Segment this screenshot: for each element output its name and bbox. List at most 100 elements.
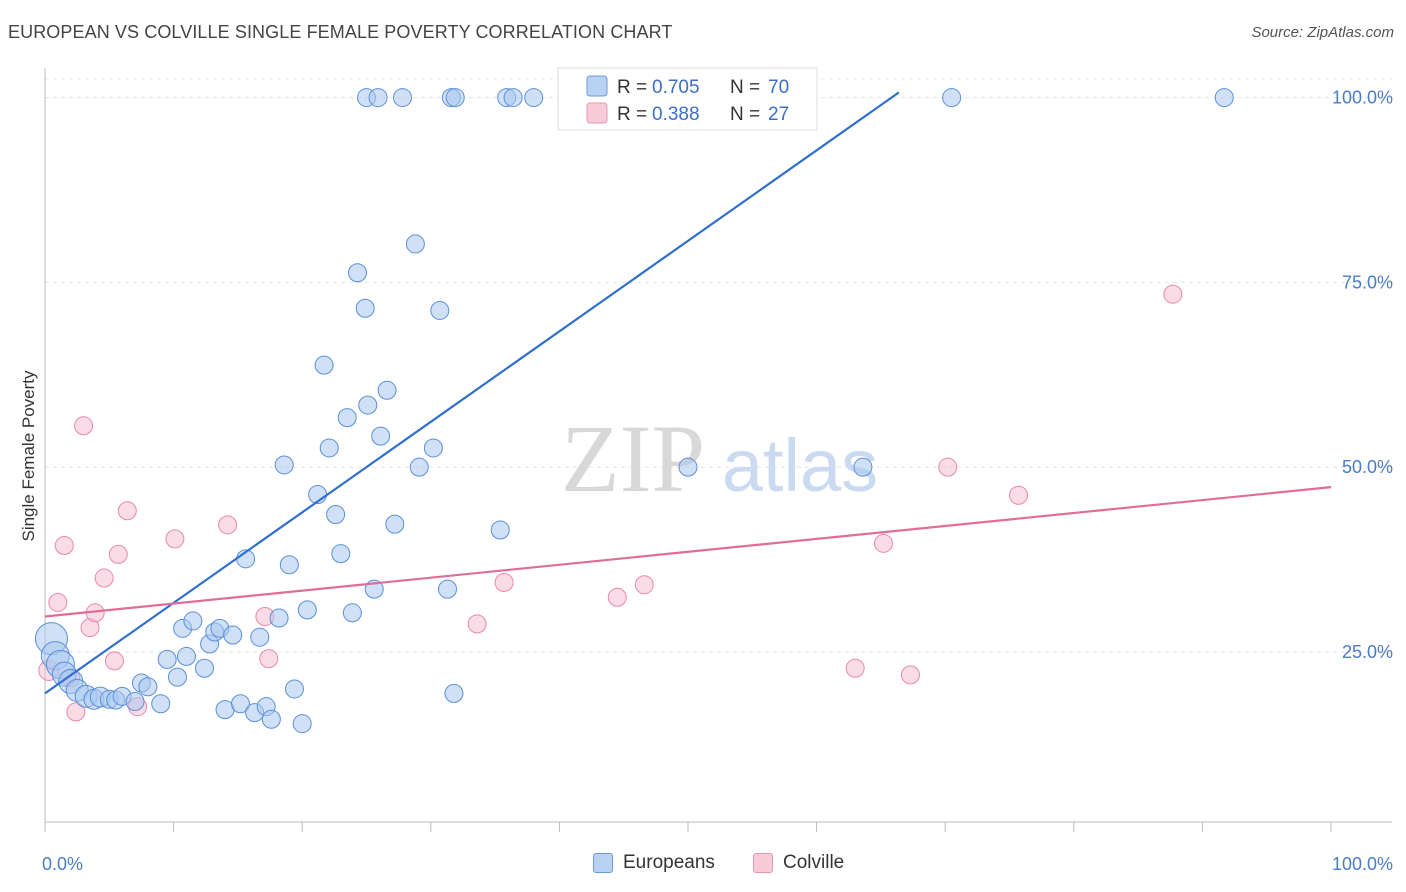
colville-point-10 — [108, 544, 128, 564]
legend-r-value-europeans: 0.705 — [652, 77, 700, 98]
colville-swatch — [753, 853, 773, 873]
europeans-point-44 — [337, 408, 357, 428]
europeans-point-21 — [194, 658, 214, 678]
europeans-point-41 — [319, 438, 339, 458]
europeans-point-35 — [279, 555, 299, 575]
colville-point-24 — [938, 457, 958, 477]
europeans-point-33 — [269, 608, 289, 628]
europeans-point-54 — [385, 514, 405, 534]
colville-point-17 — [467, 614, 487, 634]
europeans-point-67 — [524, 88, 544, 108]
europeans-point-59 — [430, 300, 450, 320]
y-axis-title: Single Female Poverty — [19, 370, 38, 542]
legend-item-colville: Colville — [753, 852, 844, 874]
europeans-point-48 — [358, 395, 378, 415]
europeans-point-17 — [167, 667, 187, 687]
colville-point-25 — [1009, 485, 1029, 505]
watermark: ZIP atlas — [561, 405, 878, 512]
source-credit: Source: ZipAtlas.com — [1251, 24, 1394, 41]
colville-point-9 — [104, 651, 124, 671]
colville-point-4 — [66, 702, 86, 722]
europeans-point-26 — [223, 625, 243, 645]
chart-title: EUROPEAN VS COLVILLE SINGLE FEMALE POVER… — [8, 22, 673, 42]
europeans-swatch — [593, 853, 613, 873]
europeans-point-20 — [183, 611, 203, 631]
stats-legend: R = 0.705 N = 70 R = 0.388 N = 27 — [557, 67, 818, 131]
legend-swatch-colville — [586, 102, 608, 124]
europeans-point-58 — [423, 438, 443, 458]
europeans-points — [34, 88, 1234, 734]
europeans-point-60 — [438, 579, 458, 599]
y-tick-label-0: 25.0% — [1342, 642, 1393, 662]
colville-point-2 — [54, 536, 74, 556]
europeans-point-46 — [347, 263, 367, 283]
europeans-point-16 — [157, 649, 177, 669]
colville-point-18 — [494, 572, 514, 592]
colville-point-19 — [607, 587, 627, 607]
europeans-point-55 — [393, 88, 413, 108]
colville-point-1 — [48, 592, 68, 612]
x-tick-label-max: 100.0% — [1332, 854, 1393, 874]
europeans-point-19 — [176, 646, 196, 666]
colville-legend-label: Colville — [783, 852, 845, 873]
europeans-point-37 — [292, 714, 312, 734]
colville-point-16 — [259, 649, 279, 669]
colville-point-5 — [74, 416, 94, 436]
colville-point-20 — [634, 575, 654, 595]
legend-n-label-europeans: N = — [730, 77, 760, 98]
europeans-point-45 — [342, 603, 362, 623]
colville-point-21 — [845, 658, 865, 678]
series-legend: Europeans Colville — [0, 852, 1406, 878]
europeans-point-57 — [409, 457, 429, 477]
europeans-legend-label: Europeans — [623, 852, 715, 873]
colville-point-8 — [94, 568, 114, 588]
colville-point-13 — [165, 529, 185, 549]
europeans-point-62 — [445, 88, 465, 108]
colville-point-26 — [1163, 284, 1183, 304]
legend-n-label-colville: N = — [730, 104, 760, 125]
europeans-point-14 — [138, 677, 158, 697]
europeans-point-71 — [1214, 88, 1234, 108]
europeans-trend-line — [44, 91, 900, 695]
europeans-point-70 — [942, 88, 962, 108]
tick-labels: 25.0% 50.0% 75.0% 100.0% 0.0% 100.0% — [42, 88, 1393, 874]
europeans-point-30 — [250, 627, 270, 647]
legend-r-label-colville: R = — [617, 104, 647, 125]
colville-trend-line — [44, 486, 1332, 618]
europeans-point-15 — [151, 694, 171, 714]
watermark-zip: ZIP — [561, 405, 705, 512]
europeans-point-38 — [297, 600, 317, 620]
europeans-point-34 — [274, 455, 294, 475]
x-tick-label-min: 0.0% — [42, 854, 83, 874]
europeans-point-42 — [326, 504, 346, 524]
legend-n-value-europeans: 70 — [768, 77, 789, 98]
colville-point-14 — [218, 515, 238, 535]
colville-point-22 — [873, 533, 893, 553]
europeans-point-50 — [371, 426, 391, 446]
legend-n-value-colville: 27 — [768, 104, 789, 125]
europeans-point-64 — [490, 520, 510, 540]
legend-r-value-colville: 0.388 — [652, 104, 700, 125]
legend-r-label-europeans: R = — [617, 77, 647, 98]
europeans-point-63 — [444, 683, 464, 703]
europeans-point-36 — [284, 679, 304, 699]
y-tick-label-3: 100.0% — [1332, 88, 1393, 108]
europeans-point-68 — [678, 457, 698, 477]
europeans-point-69 — [853, 457, 873, 477]
europeans-point-32 — [261, 709, 281, 729]
europeans-point-56 — [405, 234, 425, 254]
legend-item-europeans: Europeans — [593, 852, 715, 874]
legend-swatch-europeans — [586, 75, 608, 97]
europeans-point-51 — [377, 380, 397, 400]
axes — [44, 68, 1392, 832]
europeans-point-43 — [331, 544, 351, 564]
europeans-point-66 — [503, 88, 523, 108]
europeans-point-53 — [368, 88, 388, 108]
europeans-point-27 — [230, 694, 250, 714]
watermark-atlas: atlas — [722, 424, 878, 507]
europeans-point-12 — [125, 692, 145, 712]
colville-point-11 — [117, 501, 137, 521]
europeans-point-47 — [355, 298, 375, 318]
y-tick-label-1: 50.0% — [1342, 457, 1393, 477]
